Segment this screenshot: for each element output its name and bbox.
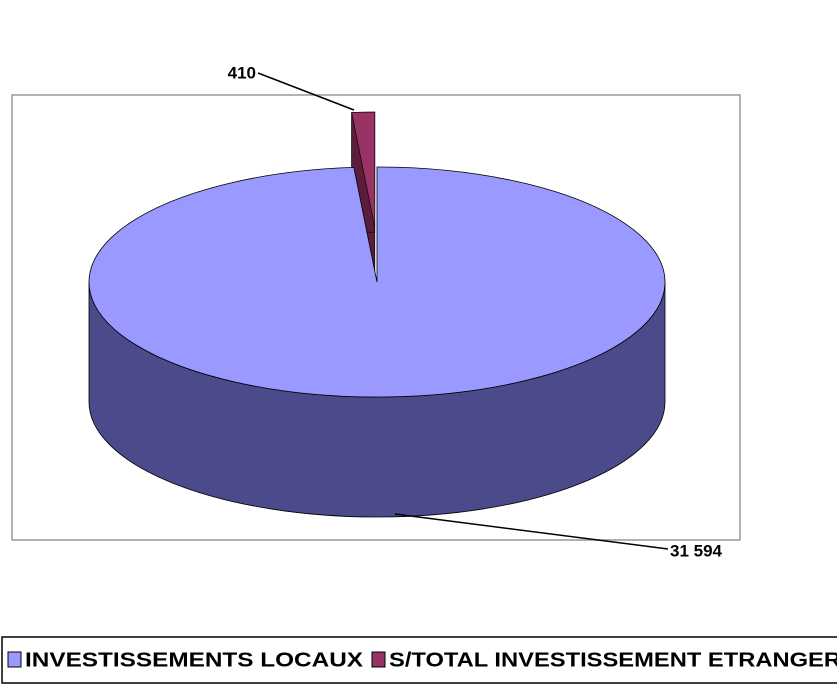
legend — [1, 636, 837, 684]
slice — [351, 111, 376, 228]
slice — [88, 166, 666, 398]
data-label: 31 594 — [670, 541, 723, 560]
legend-swatch — [371, 651, 386, 668]
pie — [88, 111, 666, 518]
legend-label: INVESTISSEMENTS LOCAUX — [25, 649, 364, 671]
legend-label: S/TOTAL INVESTISSEMENT ETRANGER — [389, 649, 837, 671]
legend-items: INVESTISSEMENTS LOCAUX S/TOTAL INVESTISSE… — [7, 649, 837, 671]
data-label: 410 — [228, 63, 256, 82]
leader-line — [257, 72, 355, 111]
leader-line — [394, 513, 669, 550]
legend-swatch — [7, 651, 22, 668]
